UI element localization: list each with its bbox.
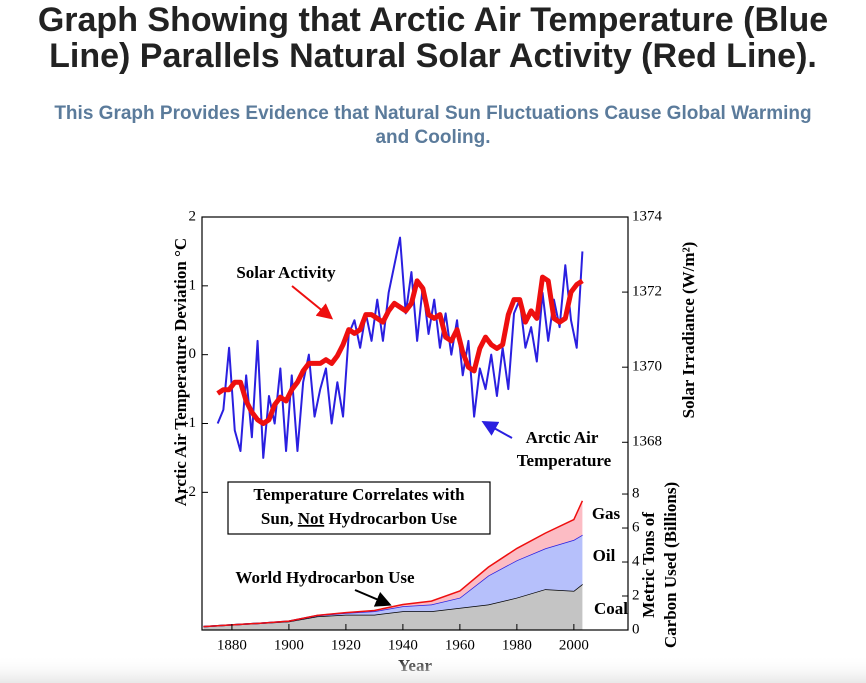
line [216, 274, 584, 426]
y-tick-label: 1 [189, 277, 197, 293]
note-part: Not [298, 509, 325, 528]
bottom-fade [0, 655, 866, 683]
y3-tick-label: 4 [632, 553, 640, 569]
note: Sun, Not Hydrocarbon Use [261, 509, 458, 528]
area [203, 584, 583, 630]
arrow [291, 285, 334, 320]
y2-tick-label: 1370 [632, 359, 662, 375]
y3-tick-label: 6 [632, 519, 640, 535]
x-tick-label: 1880 [217, 637, 247, 653]
y2-axis-label: Solar Irradiance (W/m²) [679, 242, 698, 419]
area [203, 534, 583, 627]
y-tick-label: -2 [184, 484, 197, 500]
x-tick-label: 1900 [274, 637, 304, 653]
x-tick-label: 1960 [445, 637, 475, 653]
y3-tick-label: 8 [632, 485, 640, 501]
note-part: Hydrocarbon Use [324, 509, 457, 528]
page-subtitle: This Graph Provides Evidence that Natura… [54, 103, 812, 148]
y-axis-label: Arctic Air Temperature Deviation °C [171, 238, 190, 506]
y3-axis-label: Carbon Used (Billions) [661, 482, 680, 648]
y2-tick-label: 1372 [632, 284, 662, 300]
annotation: Solar Activity [236, 263, 336, 282]
x-tick-label: 1940 [388, 637, 418, 653]
y3-axis-label: Metric Tons of [639, 512, 658, 618]
y-tick-label: 2 [189, 208, 197, 224]
note-box [227, 481, 491, 535]
annotation: Arctic Air [526, 428, 599, 447]
y-tick-label: -1 [184, 415, 197, 431]
arrow [354, 589, 392, 607]
legend-label: Coal [594, 599, 628, 618]
y-tick-label: 0 [189, 346, 197, 362]
y3-tick-label: 0 [632, 621, 640, 637]
legend-label: Gas [592, 504, 621, 523]
x-tick-label: 2000 [559, 637, 589, 653]
x-tick-label: 1920 [331, 637, 361, 653]
page-title: Graph Showing that Arctic Air Temperatur… [37, 1, 829, 75]
y3-tick-label: 2 [632, 587, 640, 603]
area-edge [203, 500, 584, 628]
area [203, 500, 583, 627]
plot-area [203, 236, 584, 630]
y2-tick-label: 1374 [632, 208, 663, 224]
note-part: Sun, [261, 509, 298, 528]
arrow [481, 421, 513, 439]
annotation: World Hydrocarbon Use [235, 568, 415, 587]
y2-tick-label: 1368 [632, 434, 662, 450]
note: Temperature Correlates with [253, 485, 465, 504]
x-tick-label: 1980 [502, 637, 532, 653]
legend-label: Oil [593, 546, 616, 565]
annotation: Temperature [517, 451, 612, 470]
